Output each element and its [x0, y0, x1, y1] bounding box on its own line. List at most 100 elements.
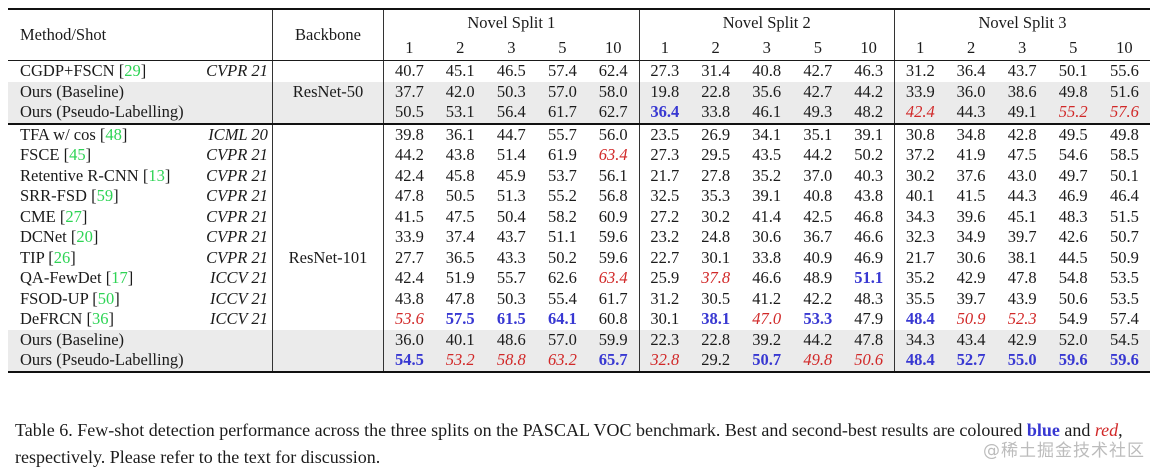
citation-number: 48 — [105, 124, 122, 144]
table-row: SRR-FSD [59] CVPR 21 47.8 50.5 51.3 55.2 56.8 3… — [8, 186, 1150, 207]
method-name: FSCE [45] — [20, 145, 92, 164]
value-cell: 34.3 — [893, 206, 946, 227]
value-cell: 23.5 — [638, 122, 691, 145]
value-cell: 63.2 — [536, 350, 588, 373]
method-cell: FSCE [45] CVPR 21 — [8, 145, 272, 166]
value-cell: 39.6 — [956, 206, 986, 226]
value-cell: 32.8 — [638, 350, 691, 373]
value-cell: 35.2 — [893, 268, 946, 289]
value-cell: 43.3 — [496, 247, 526, 267]
value-cell: 42.9 — [996, 329, 1048, 350]
value-cell: 46.6 — [752, 268, 782, 287]
value-cell: 63.4 — [598, 145, 628, 164]
value-cell: 36.4 — [638, 102, 691, 124]
value-cell: 27.3 — [638, 60, 691, 82]
method-row: Ours (Pseudo-Labelling) — [20, 350, 268, 371]
table-row: CGDP+FSCN [29] CVPR 21 40.7 45.1 46.5 57.4 62.… — [8, 60, 1150, 82]
shot-header: 5 — [536, 36, 588, 61]
method-row: DCNet [20] CVPR 21 — [20, 227, 268, 248]
value-cell: 53.2 — [434, 350, 486, 373]
split-header: Novel Split 3 — [893, 8, 1150, 36]
value-cell: 35.2 — [752, 165, 782, 185]
shot-header: 3 — [996, 36, 1048, 61]
value-cell: 55.7 — [536, 122, 588, 145]
value-cell: 36.5 — [445, 247, 475, 267]
method-name: TIP [26] — [20, 247, 76, 267]
value-cell: 37.6 — [956, 165, 986, 185]
method-cell: Ours (Baseline) — [8, 329, 273, 351]
method-name: Retentive R-CNN [13] — [20, 165, 171, 185]
backbone-cell — [271, 145, 384, 166]
value-cell: 44.2 — [803, 145, 833, 164]
value-cell: 46.5 — [496, 61, 526, 80]
value-cell: 36.4 — [956, 61, 986, 80]
results-table-wrap: Method/Shot Backbone Novel Split 1 Novel … — [8, 8, 1150, 373]
value-cell: 39.1 — [752, 186, 782, 205]
value-cell: 45.9 — [496, 165, 526, 185]
method-row: Retentive R-CNN [13] CVPR 21 — [20, 166, 268, 187]
value-cell: 42.0 — [434, 81, 486, 102]
value-cell: 52.3 — [1007, 309, 1037, 328]
value-cell: 47.5 — [1007, 145, 1037, 164]
venue-label: ICCV 21 — [210, 309, 268, 328]
citation-number: 59 — [96, 186, 114, 205]
value-cell: 46.4 — [1109, 186, 1139, 205]
value-cell: 53.5 — [1109, 268, 1139, 287]
method-cell: DCNet [20] CVPR 21 — [8, 227, 272, 248]
value-cell: 34.8 — [945, 122, 997, 145]
value-cell: 33.9 — [893, 81, 946, 102]
value-cell: 49.8 — [792, 350, 844, 373]
method-row: Ours (Baseline) — [20, 330, 268, 351]
value-cell: 21.7 — [893, 247, 946, 268]
method-cell: Ours (Baseline) — [8, 81, 273, 102]
citation-number: 36 — [91, 309, 109, 328]
value-cell: 57.5 — [445, 309, 475, 328]
value-cell: 51.3 — [496, 186, 526, 205]
value-cell: 47.0 — [752, 309, 782, 328]
value-cell: 59.6 — [598, 227, 628, 246]
value-cell: 30.2 — [893, 165, 946, 186]
shot-header: 10 — [587, 36, 640, 61]
venue-label: CVPR 21 — [206, 145, 268, 164]
value-cell: 23.2 — [638, 227, 691, 248]
caption-text: , respectively. Please refer to the text… — [15, 420, 1123, 467]
value-cell: 27.3 — [638, 145, 691, 166]
value-cell: 42.7 — [792, 81, 844, 102]
method-cell: QA-FewDet [17] ICCV 21 — [8, 268, 272, 289]
value-cell: 32.5 — [638, 186, 691, 207]
value-cell: 56.0 — [587, 122, 640, 145]
value-cell: 40.9 — [803, 247, 833, 267]
value-cell: 29.2 — [690, 350, 742, 373]
venue-label: CVPR 21 — [206, 206, 268, 226]
value-cell: 31.2 — [893, 60, 946, 82]
backbone-cell — [271, 60, 384, 82]
value-cell: 47.8 — [843, 329, 895, 350]
value-cell: 54.6 — [1058, 145, 1088, 164]
value-cell: 60.9 — [598, 206, 628, 226]
method-name: DeFRCN [36] — [20, 309, 114, 328]
value-cell: 48.4 — [893, 309, 946, 330]
venue-label: CVPR 21 — [206, 186, 268, 205]
value-cell: 40.8 — [752, 61, 782, 80]
value-cell: 42.6 — [1058, 227, 1088, 246]
table-row: CME [27] CVPR 21 41.5 47.5 50.4 58.2 60.9 27.2 3… — [8, 206, 1150, 227]
backbone-cell — [271, 329, 384, 350]
table-row: Ours (Pseudo-Labelling) 50.5 53.1 56.4 61.7 6… — [8, 102, 1150, 124]
value-cell: 54.8 — [1058, 268, 1088, 287]
method-row: CGDP+FSCN [29] CVPR 21 — [20, 61, 268, 82]
value-cell: 22.8 — [690, 329, 742, 350]
citation-number: 45 — [69, 145, 86, 164]
method-row: FSOD-UP [50] ICCV 21 — [20, 289, 268, 310]
value-cell: 51.5 — [1109, 206, 1139, 226]
shot-header: 2 — [690, 36, 742, 61]
backbone-header: Backbone — [271, 8, 384, 61]
value-cell: 41.2 — [752, 288, 782, 308]
value-cell: 37.8 — [701, 268, 731, 287]
value-cell: 43.0 — [1007, 165, 1037, 185]
header-shot-row: 1 2 3 5 10 1 2 3 5 10 1 2 3 5 10 — [8, 36, 1150, 61]
table-row: FSOD-UP [50] ICCV 21 43.8 47.8 50.3 55.4 61.7 3… — [8, 288, 1150, 310]
value-cell: 61.9 — [547, 145, 577, 164]
caption-red-word: red — [1094, 420, 1119, 440]
value-cell: 61.5 — [496, 309, 526, 328]
table-body: CGDP+FSCN [29] CVPR 21 40.7 45.1 46.5 57.4 62.… — [8, 60, 1150, 373]
